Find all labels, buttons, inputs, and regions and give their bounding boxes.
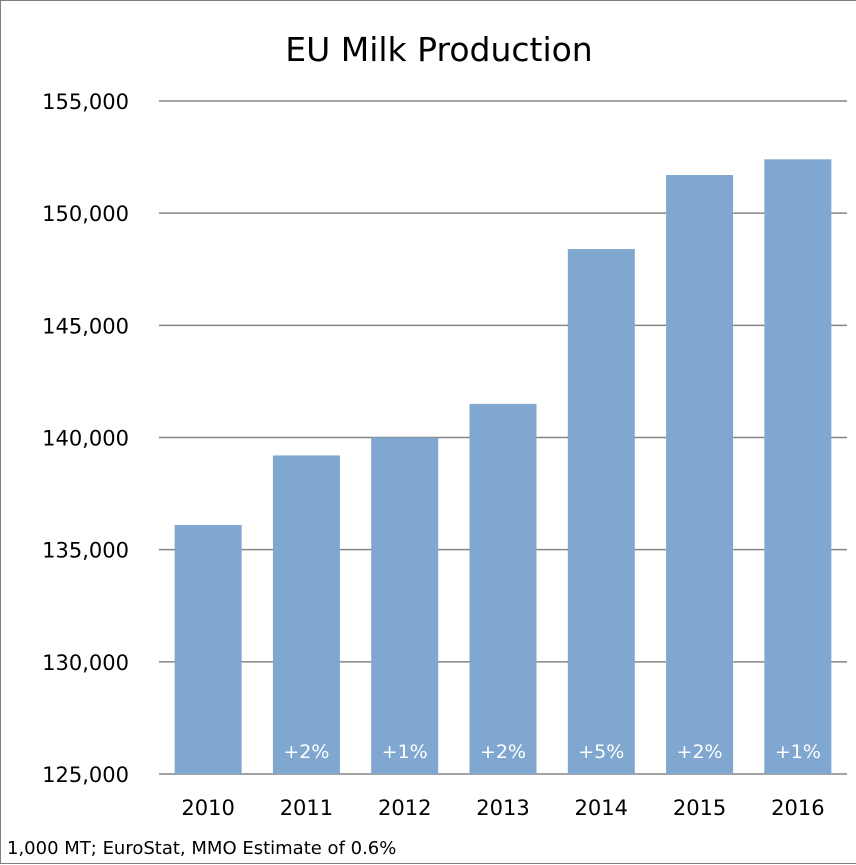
bar <box>469 403 537 774</box>
y-tick-label: 140,000 <box>42 427 129 451</box>
bars <box>174 159 832 774</box>
bar-data-label: +1% <box>775 741 821 763</box>
bar <box>272 455 340 774</box>
x-tick-label: 2015 <box>673 796 726 820</box>
bar-data-label: +2% <box>480 741 526 763</box>
bar <box>764 159 832 774</box>
data-labels: +2% +1% +2% +5% +2% +1% <box>283 741 820 763</box>
y-tick-label: 155,000 <box>42 90 129 114</box>
y-axis-tick-labels: 125,000 130,000 135,000 140,000 145,000 150,0… <box>42 90 129 787</box>
bar-data-label: +5% <box>578 741 624 763</box>
bar <box>567 249 635 774</box>
y-tick-label: 130,000 <box>42 651 129 675</box>
y-tick-label: 135,000 <box>42 539 129 563</box>
x-tick-label: 2013 <box>476 796 529 820</box>
x-tick-label: 2014 <box>575 796 628 820</box>
y-tick-label: 150,000 <box>42 202 129 226</box>
chart-footnote: 1,000 MT; EuroStat, MMO Estimate of 0.6% <box>7 838 396 859</box>
x-tick-label: 2012 <box>378 796 431 820</box>
y-tick-label: 125,000 <box>42 763 129 787</box>
bar <box>666 175 734 774</box>
bar-data-label: +2% <box>283 741 329 763</box>
bar <box>371 437 439 774</box>
bar-data-label: +1% <box>382 741 428 763</box>
y-tick-label: 145,000 <box>42 314 129 338</box>
x-tick-label: 2016 <box>771 796 824 820</box>
bar-data-label: +2% <box>677 741 723 763</box>
x-axis-tick-labels: 2010 2011 2012 2013 2014 2015 2016 <box>181 796 824 820</box>
x-tick-label: 2011 <box>280 796 333 820</box>
chart-title: EU Milk Production <box>285 30 592 69</box>
x-tick-label: 2010 <box>181 796 234 820</box>
bar <box>174 524 242 774</box>
